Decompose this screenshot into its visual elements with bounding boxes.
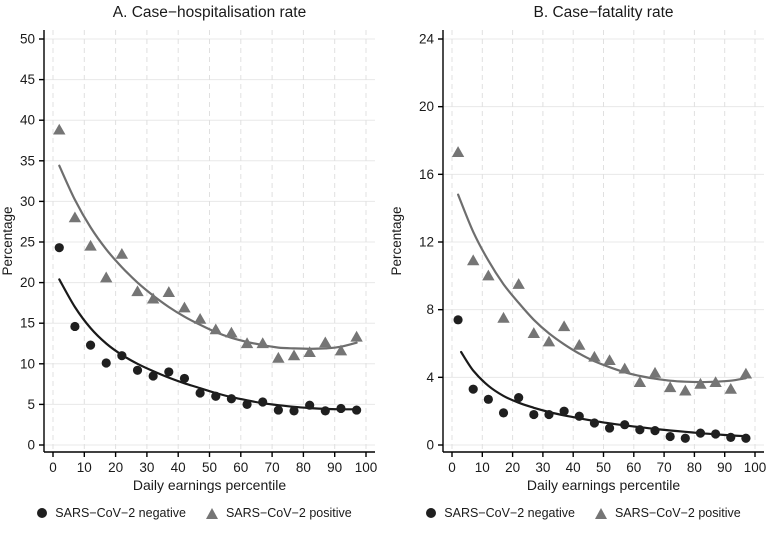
fit-curve-positive: [457, 193, 747, 384]
svg-text:12: 12: [419, 235, 434, 250]
y-axis-label: Percentage: [0, 206, 15, 275]
svg-text:50: 50: [20, 32, 35, 47]
svg-text:8: 8: [426, 302, 434, 317]
y-axis-label: Percentage: [389, 206, 404, 275]
svg-text:10: 10: [475, 460, 490, 475]
svg-text:100: 100: [355, 460, 378, 475]
svg-text:100: 100: [744, 460, 767, 475]
vertical-gridlines: [451, 30, 756, 452]
svg-text:20: 20: [20, 275, 35, 290]
chart-case-hospitalisation: 0 5 10 15 20 25 30 35 40 45 50 0 10 20 30 40 50 60 70 80 90 1…: [0, 4, 377, 493]
svg-text:45: 45: [20, 72, 35, 87]
triangle-marker-icon: [205, 507, 218, 519]
axes: [39, 30, 375, 457]
series-positive-markers: [451, 146, 753, 396]
series-negative-markers: [54, 243, 362, 416]
svg-text:10: 10: [77, 460, 92, 475]
legend-negative-label: SARS−CoV−2 negative: [55, 506, 186, 520]
fit-curve-negative: [58, 278, 358, 411]
chart-case-fatality: 0 4 8 12 16 20 24 0 10 20 30 40 50 60 70 80 90 100 B. Case…: [389, 4, 766, 493]
svg-text:20: 20: [108, 460, 123, 475]
svg-text:40: 40: [171, 460, 186, 475]
triangle-marker-icon: [594, 507, 607, 519]
panel-title: B. Case−fatality rate: [534, 4, 674, 21]
svg-text:30: 30: [139, 460, 154, 475]
x-axis-label: Daily earnings percentile: [527, 477, 681, 493]
svg-text:4: 4: [426, 370, 434, 385]
svg-text:0: 0: [448, 460, 456, 475]
svg-text:60: 60: [233, 460, 248, 475]
svg-text:30: 30: [20, 194, 35, 209]
svg-text:0: 0: [426, 438, 434, 453]
panel-case-fatality: 0 4 8 12 16 20 24 0 10 20 30 40 50 60 70 80 90 100 B. Case…: [389, 0, 778, 534]
tick-labels: 0 4 8 12 16 20 24 0 10 20 30 40 50 60 70 80 90 100: [419, 32, 766, 476]
legend-case-fatality: SARS−CoV−2 negative SARS−CoV−2 positive: [389, 496, 778, 530]
svg-text:70: 70: [265, 460, 280, 475]
circle-marker-icon: [37, 508, 48, 518]
svg-text:40: 40: [566, 460, 581, 475]
tick-labels: 0 5 10 15 20 25 30 35 40 45 50 0 10 20 30 40 50 60 70 80 90 1…: [20, 32, 377, 476]
svg-text:90: 90: [717, 460, 732, 475]
svg-text:15: 15: [20, 316, 35, 331]
legend-positive-label: SARS−CoV−2 positive: [225, 506, 352, 520]
svg-text:10: 10: [20, 356, 35, 371]
svg-text:25: 25: [20, 235, 35, 250]
legend-case-hospitalisation: SARS−CoV−2 negative SARS−CoV−2 positive: [0, 496, 389, 530]
svg-text:35: 35: [20, 153, 35, 168]
svg-text:20: 20: [419, 99, 434, 114]
series-positive-markers: [53, 123, 363, 363]
svg-text:5: 5: [27, 397, 35, 412]
svg-text:16: 16: [419, 167, 434, 182]
panel-case-hospitalisation: 0 5 10 15 20 25 30 35 40 45 50 0 10 20 30 40 50 60 70 80 90 1…: [0, 4, 389, 530]
axes: [438, 30, 764, 457]
x-axis-label: Daily earnings percentile: [133, 477, 287, 493]
svg-text:80: 80: [296, 460, 311, 475]
circle-marker-icon: [426, 508, 437, 518]
svg-text:24: 24: [419, 32, 435, 47]
svg-text:20: 20: [505, 460, 520, 475]
svg-text:0: 0: [49, 460, 57, 475]
svg-text:30: 30: [535, 460, 550, 475]
svg-text:40: 40: [20, 113, 35, 128]
svg-text:0: 0: [27, 438, 35, 453]
fit-curve-positive: [58, 164, 358, 350]
svg-text:80: 80: [687, 460, 702, 475]
vertical-gridlines: [52, 30, 367, 452]
legend-negative-label: SARS−CoV−2 negative: [444, 506, 575, 520]
panel-title: A. Case−hospitalisation rate: [113, 4, 306, 21]
svg-text:70: 70: [657, 460, 672, 475]
series-negative-markers: [453, 315, 751, 443]
svg-text:60: 60: [626, 460, 641, 475]
svg-text:50: 50: [202, 460, 217, 475]
legend-positive-label: SARS−CoV−2 positive: [614, 506, 741, 520]
svg-text:50: 50: [596, 460, 611, 475]
svg-text:90: 90: [327, 460, 342, 475]
